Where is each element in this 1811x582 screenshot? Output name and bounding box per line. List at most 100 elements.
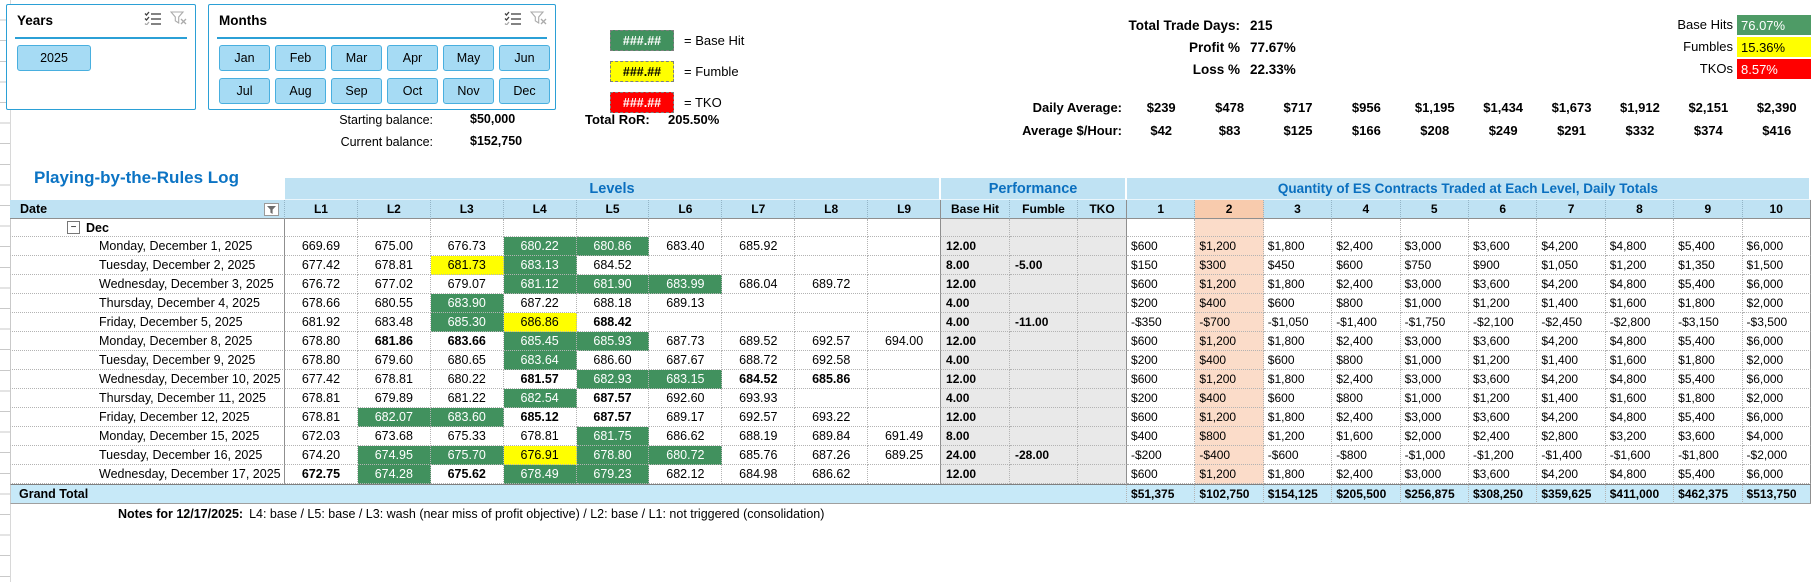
tko-cell[interactable] (1078, 351, 1128, 370)
level-cell[interactable] (795, 294, 869, 313)
qty-cell[interactable]: $1,800 (1674, 351, 1743, 370)
qty-cell[interactable]: $5,400 (1674, 370, 1743, 389)
grand-total-value[interactable]: $411,000 (1605, 484, 1675, 504)
date-cell[interactable]: Thursday, December 11, 2025 (10, 389, 285, 408)
fumble-cell[interactable]: -28.00 (1010, 446, 1079, 465)
qty-cell[interactable]: $4,000 (1742, 427, 1811, 446)
qty-cell[interactable]: -$1,800 (1674, 446, 1743, 465)
month-button-aug[interactable]: Aug (275, 78, 326, 104)
qty-cell[interactable]: $3,000 (1400, 237, 1469, 256)
level-cell[interactable]: 680.72 (649, 446, 723, 465)
level-cell[interactable]: 685.30 (430, 313, 504, 332)
qty-cell[interactable]: $6,000 (1742, 465, 1811, 484)
level-cell[interactable]: 681.12 (503, 275, 577, 294)
level-cell[interactable]: 686.86 (503, 313, 577, 332)
qty-cell[interactable]: $200 (1127, 389, 1196, 408)
level-cell[interactable]: 682.93 (576, 370, 650, 389)
column-header-qty-3[interactable]: 3 (1263, 200, 1333, 219)
qty-cell[interactable]: $1,800 (1263, 408, 1333, 427)
qty-cell[interactable]: $1,200 (1605, 256, 1675, 275)
qty-cell[interactable]: $1,200 (1468, 351, 1538, 370)
qty-cell[interactable]: $5,400 (1674, 332, 1743, 351)
column-header-l7[interactable]: L7 (722, 200, 796, 219)
qty-cell[interactable]: $6,000 (1742, 370, 1811, 389)
grand-total-value[interactable]: $359,625 (1537, 484, 1606, 504)
column-header-l2[interactable]: L2 (357, 200, 431, 219)
fumble-cell[interactable]: -11.00 (1010, 313, 1079, 332)
qty-cell[interactable]: $3,600 (1468, 370, 1538, 389)
base-hit-cell[interactable]: 12.00 (941, 237, 1011, 256)
level-cell[interactable]: 679.89 (357, 389, 431, 408)
level-cell[interactable]: 683.90 (430, 294, 504, 313)
date-cell[interactable]: Wednesday, December 3, 2025 (10, 275, 285, 294)
column-header-qty-10[interactable]: 10 (1742, 200, 1811, 219)
multiselect-icon[interactable] (504, 11, 522, 30)
qty-cell[interactable]: $1,500 (1742, 256, 1811, 275)
grand-total-value[interactable]: $205,500 (1332, 484, 1401, 504)
grand-total-value[interactable]: $513,750 (1742, 484, 1811, 504)
date-cell[interactable]: Wednesday, December 10, 2025 (10, 370, 285, 389)
level-cell[interactable]: 692.57 (722, 408, 796, 427)
base-hit-cell[interactable]: 8.00 (941, 256, 1011, 275)
level-cell[interactable]: 675.00 (357, 237, 431, 256)
qty-cell[interactable]: $600 (1263, 351, 1333, 370)
fumble-cell[interactable] (1010, 351, 1079, 370)
month-button-feb[interactable]: Feb (275, 45, 326, 71)
multiselect-icon[interactable] (144, 11, 162, 30)
level-cell[interactable]: 678.49 (503, 465, 577, 484)
date-cell[interactable]: Thursday, December 4, 2025 (10, 294, 285, 313)
qty-cell[interactable]: $1,200 (1195, 332, 1264, 351)
qty-cell[interactable]: $3,600 (1468, 408, 1538, 427)
level-cell[interactable]: 679.23 (576, 465, 650, 484)
qty-cell[interactable] (1537, 219, 1606, 237)
qty-cell[interactable]: -$3,500 (1742, 313, 1811, 332)
level-cell[interactable]: 692.58 (795, 351, 869, 370)
qty-cell[interactable]: $1,800 (1263, 370, 1333, 389)
fumble-cell[interactable]: -5.00 (1010, 256, 1079, 275)
qty-cell[interactable]: $150 (1127, 256, 1196, 275)
level-cell[interactable]: 678.81 (285, 408, 358, 427)
level-cell[interactable] (285, 219, 358, 237)
qty-cell[interactable]: $1,800 (1263, 465, 1333, 484)
qty-cell[interactable]: $600 (1127, 237, 1196, 256)
qty-cell[interactable]: $1,400 (1537, 294, 1606, 313)
qty-cell[interactable]: $600 (1127, 370, 1196, 389)
level-cell[interactable]: 688.72 (722, 351, 796, 370)
level-cell[interactable]: 678.81 (503, 427, 577, 446)
level-cell[interactable]: 686.60 (576, 351, 650, 370)
collapse-icon[interactable]: − (67, 221, 80, 234)
qty-cell[interactable]: $2,400 (1332, 237, 1401, 256)
grand-total-value[interactable]: $308,250 (1468, 484, 1538, 504)
qty-cell[interactable]: $4,200 (1537, 408, 1606, 427)
level-cell[interactable]: 682.54 (503, 389, 577, 408)
qty-cell[interactable]: $3,600 (1468, 332, 1538, 351)
level-cell[interactable]: 693.22 (795, 408, 869, 427)
level-cell[interactable]: 687.22 (503, 294, 577, 313)
level-cell[interactable]: 676.72 (285, 275, 358, 294)
level-cell[interactable] (722, 219, 796, 237)
tko-cell[interactable] (1078, 313, 1128, 332)
year-button-2025[interactable]: 2025 (17, 45, 91, 71)
qty-cell[interactable]: $3,000 (1400, 465, 1469, 484)
level-cell[interactable] (722, 313, 796, 332)
level-cell[interactable]: 685.93 (576, 332, 650, 351)
base-hit-cell[interactable]: 4.00 (941, 351, 1011, 370)
qty-cell[interactable]: $4,800 (1605, 465, 1675, 484)
level-cell[interactable]: 683.40 (649, 237, 723, 256)
level-cell[interactable]: 682.12 (649, 465, 723, 484)
qty-cell[interactable]: $3,000 (1400, 275, 1469, 294)
base-hit-cell[interactable]: 12.00 (941, 370, 1011, 389)
qty-cell[interactable]: $2,000 (1742, 351, 1811, 370)
qty-cell[interactable]: -$1,050 (1263, 313, 1333, 332)
level-cell[interactable]: 681.92 (285, 313, 358, 332)
grand-total-value[interactable]: $51,375 (1127, 484, 1196, 504)
fumble-cell[interactable] (1010, 332, 1079, 351)
level-cell[interactable]: 682.07 (357, 408, 431, 427)
month-button-jun[interactable]: Jun (499, 45, 550, 71)
qty-cell[interactable]: $1,800 (1674, 294, 1743, 313)
qty-cell[interactable]: -$350 (1127, 313, 1196, 332)
tko-cell[interactable] (1078, 275, 1128, 294)
qty-cell[interactable]: $3,600 (1468, 465, 1538, 484)
qty-cell[interactable]: $3,000 (1400, 332, 1469, 351)
base-hit-cell[interactable]: 12.00 (941, 332, 1011, 351)
